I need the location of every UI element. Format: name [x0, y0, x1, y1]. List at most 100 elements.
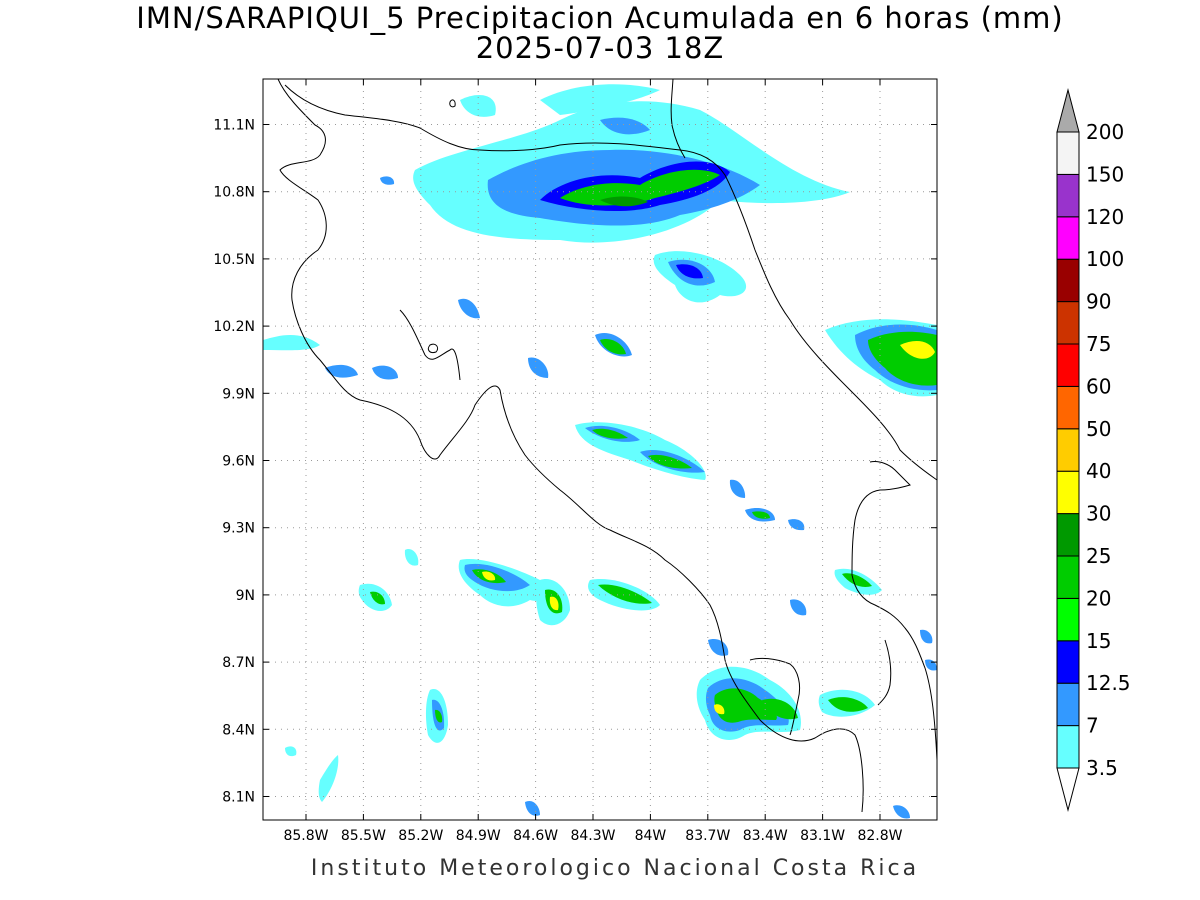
rain-area	[592, 428, 628, 439]
rain-area	[762, 698, 798, 720]
rain-area	[318, 755, 339, 802]
x-tick-label: 84.3W	[570, 828, 615, 844]
rain-area	[752, 511, 770, 519]
x-tick-label: 83.1W	[800, 828, 845, 844]
y-tick-label: 10.5N	[213, 252, 255, 268]
rain-area	[714, 688, 777, 723]
rain-area	[788, 519, 805, 531]
rain-area	[404, 549, 419, 566]
rain-area	[714, 704, 725, 715]
colorbar-label: 12.5	[1086, 671, 1131, 695]
rain-area	[285, 746, 297, 757]
rain-area	[900, 340, 935, 359]
colorbar-label: 90	[1086, 290, 1111, 314]
colorbar-label: 120	[1086, 205, 1124, 229]
rain-area	[482, 571, 496, 581]
colorbar-swatch	[1056, 385, 1080, 430]
colorbar-swatch	[1056, 470, 1080, 515]
rain-area	[380, 176, 395, 185]
colorbar-label: 50	[1086, 417, 1111, 441]
precipitation-field	[263, 84, 937, 819]
colorbar-swatch	[1056, 555, 1080, 599]
colorbar-label: 75	[1086, 332, 1111, 356]
y-tick-label: 9N	[236, 588, 255, 604]
y-tick-label: 9.6N	[222, 454, 255, 470]
rain-area	[676, 264, 703, 279]
map-title: IMN/SARAPIQUI_5 Precipitacion Acumulada …	[136, 1, 1064, 35]
colorbar-label: 30	[1086, 502, 1111, 526]
colorbar-swatch	[1056, 216, 1080, 260]
colorbar-swatch	[1056, 597, 1080, 642]
x-tick-label: 84W	[635, 828, 667, 844]
y-tick-label: 10.8N	[213, 185, 255, 201]
y-tick-label: 8.4N	[222, 722, 255, 738]
rain-area	[790, 599, 807, 616]
colorbar-label: 15	[1086, 629, 1111, 653]
credit-footer: Instituto Meteorologico Nacional Costa R…	[310, 856, 920, 881]
rain-area	[263, 335, 320, 351]
colorbar-swatch	[1056, 131, 1080, 175]
colorbar-label: 20	[1086, 586, 1111, 610]
colorbar-swatch	[1056, 258, 1080, 303]
x-tick-label: 85.5W	[341, 828, 386, 844]
colorbar-label: 25	[1086, 544, 1111, 568]
rain-area	[920, 629, 933, 644]
y-tick-label: 9.3N	[222, 521, 255, 537]
map-subtitle: 2025-07-03 18Z	[475, 31, 725, 65]
x-axis: 85.8W 85.5W 85.2W 84.9W 84.6W 84.3W 84W 83.7W 83…	[283, 79, 903, 844]
plot-frame	[262, 78, 938, 821]
y-tick-label: 9.9N	[222, 386, 255, 402]
rain-area	[648, 454, 692, 469]
rain-area	[372, 365, 398, 380]
rain-area	[598, 584, 652, 604]
colorbar-swatch	[1056, 725, 1080, 769]
colorbar-swatch	[1056, 343, 1080, 387]
rain-area	[560, 169, 720, 206]
gridlines	[263, 79, 937, 820]
rain-area	[435, 709, 443, 723]
colorbar-swatch	[1056, 640, 1080, 684]
colorbar-label: 200	[1086, 120, 1124, 144]
colorbar-label: 7	[1086, 714, 1099, 738]
x-tick-label: 82.8W	[857, 828, 902, 844]
y-tick-label: 11.1N	[213, 118, 255, 134]
rain-area	[460, 95, 496, 117]
rain-area	[549, 596, 559, 611]
colorbar: 3.5 7 12.5 15 20 25 30 40 50 60 75 90 100 120 150 200	[1056, 88, 1131, 812]
rain-area	[325, 364, 358, 378]
x-tick-label: 85.2W	[398, 828, 443, 844]
rain-area	[600, 339, 626, 355]
x-tick-label: 83.7W	[685, 828, 730, 844]
rain-area	[458, 298, 480, 319]
colorbar-label: 150	[1086, 162, 1124, 186]
rain-area	[828, 697, 868, 712]
rain-area	[540, 84, 660, 115]
colorbar-label: 3.5	[1086, 756, 1118, 780]
rain-area	[729, 479, 746, 498]
rain-area	[528, 357, 549, 378]
y-tick-label: 8.7N	[222, 655, 255, 671]
coastline	[277, 79, 937, 813]
colorbar-swatch	[1056, 682, 1080, 727]
x-tick-label: 84.6W	[513, 828, 558, 844]
rain-area	[525, 800, 540, 816]
colorbar-min-arrow	[1056, 767, 1080, 812]
rain-area	[370, 591, 385, 605]
x-tick-label: 85.8W	[283, 828, 328, 844]
x-tick-label: 83.4W	[743, 828, 788, 844]
rain-area	[600, 117, 650, 135]
rain-area	[893, 805, 910, 819]
colorbar-label: 100	[1086, 247, 1124, 271]
rain-area	[600, 196, 648, 207]
colorbar-swatch	[1056, 173, 1080, 218]
x-tick-label: 84.9W	[456, 828, 501, 844]
colorbar-label: 60	[1086, 374, 1111, 398]
colorbar-swatch	[1056, 428, 1080, 472]
colorbar-max-arrow	[1056, 88, 1080, 133]
rain-area	[842, 573, 872, 587]
colorbar-swatch	[1056, 301, 1080, 345]
y-axis: 11.1N 10.8N 10.5N 10.2N 9.9N 9.6N 9.3N 9N 8.7N 8.…	[213, 118, 937, 806]
y-tick-label: 10.2N	[213, 319, 255, 335]
colorbar-label: 40	[1086, 459, 1111, 483]
y-tick-label: 8.1N	[222, 790, 255, 806]
